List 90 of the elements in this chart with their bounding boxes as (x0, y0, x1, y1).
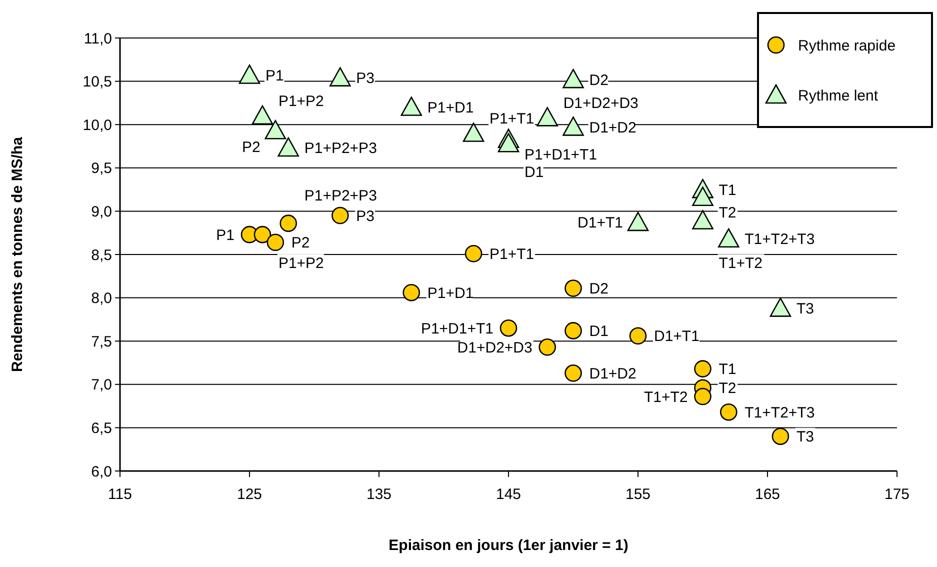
y-tick-label: 9,0 (91, 203, 112, 220)
point (498, 133, 520, 152)
point (627, 212, 649, 232)
point (562, 68, 584, 88)
point (629, 327, 647, 345)
point (280, 214, 297, 232)
annotation: T3 (796, 300, 814, 318)
y-tick-label: 8,5 (91, 246, 112, 264)
annotation: D1+D2+D3 (457, 339, 532, 356)
point (770, 298, 792, 317)
x-tick-label: 125 (236, 486, 262, 503)
point (694, 388, 712, 406)
point (720, 403, 738, 421)
x-axis-title: Epiaison en jours (1er janvier = 1) (388, 537, 628, 554)
x-tick-label: 135 (366, 486, 392, 503)
y-tick-label: 6,5 (91, 420, 112, 437)
point (462, 122, 484, 142)
annotation: T1 (718, 361, 736, 378)
point (402, 284, 420, 302)
y-tick-label: 10,5 (82, 74, 112, 91)
annotation: P1+P2+P3 (304, 188, 377, 205)
point (254, 226, 272, 244)
annotation: P1 (216, 226, 234, 244)
x-tick-label: 145 (496, 486, 522, 503)
annotation: P1+D1+T1 (524, 146, 598, 164)
y-tick-label: 7,0 (91, 376, 112, 394)
point (538, 338, 556, 356)
annotation: T1 (718, 182, 736, 199)
point (694, 360, 712, 378)
annotation: T2 (718, 380, 736, 398)
point (692, 186, 714, 206)
annotation: T1+T2 (644, 388, 688, 406)
annotation: P1+T1 (490, 110, 534, 128)
legend-label: Rythme rapide (798, 37, 896, 54)
point (464, 244, 482, 262)
point (332, 206, 349, 224)
y-tick-label: 6,0 (91, 463, 112, 480)
point (264, 120, 286, 140)
annotation: P1+D1 (427, 284, 474, 302)
annotation: P3 (356, 70, 375, 88)
point (772, 428, 790, 446)
point (400, 96, 422, 116)
annotation: P1+P2 (278, 254, 324, 272)
annotation: D1+D2+D3 (563, 94, 638, 112)
annotation: D2 (589, 280, 608, 298)
annotation: D2 (589, 72, 608, 89)
annotation: D1 (524, 164, 544, 181)
annotation: P1 (266, 67, 284, 84)
point (536, 107, 558, 126)
annotation: T3 (796, 428, 814, 446)
y-axis-title: Rendements en tonnes de MS/ha (9, 136, 26, 372)
point (252, 105, 274, 125)
y-tick-label: 11,0 (84, 30, 112, 48)
point (278, 137, 299, 157)
point (564, 280, 582, 297)
annotation: P1+P2 (278, 93, 324, 110)
annotation: P1+P2+P3 (304, 140, 377, 158)
annotation: P3 (356, 208, 375, 225)
annotation: D1+D2 (589, 119, 636, 136)
annotation: P1+T1 (490, 246, 534, 263)
y-tick-label: 7,5 (91, 333, 112, 350)
annotation: T1+T2+T3 (744, 231, 815, 248)
point (562, 116, 584, 136)
annotation: T1+T2 (718, 254, 763, 272)
x-tick-label: 115 (108, 486, 132, 503)
legend-label: Rythme lent (798, 87, 879, 104)
annotation: D1+D2 (589, 365, 636, 382)
y-tick-label: 9,5 (91, 160, 112, 178)
annotation: P2 (291, 234, 310, 252)
point (718, 228, 740, 248)
y-tick-label: 8,0 (91, 290, 112, 308)
annotation: D1 (589, 322, 608, 340)
annotation: D1+T1 (578, 214, 623, 232)
point (238, 64, 260, 84)
point (266, 234, 284, 252)
annotation: T2 (718, 204, 736, 222)
point (692, 210, 714, 230)
x-tick-label: 165 (754, 486, 780, 503)
annotation: T1+T2+T3 (744, 404, 815, 422)
x-tick-label: 175 (884, 486, 910, 503)
annotation: P2 (242, 138, 260, 156)
annotation: P1+D1+T1 (420, 320, 494, 338)
point (500, 319, 518, 337)
annotation: D1+T1 (654, 328, 700, 346)
annotation: P1+D1 (427, 100, 474, 117)
point (564, 322, 582, 340)
x-tick-label: 155 (625, 486, 651, 503)
point (330, 67, 351, 86)
point (564, 364, 582, 382)
y-tick-label: 10,0 (82, 116, 112, 134)
